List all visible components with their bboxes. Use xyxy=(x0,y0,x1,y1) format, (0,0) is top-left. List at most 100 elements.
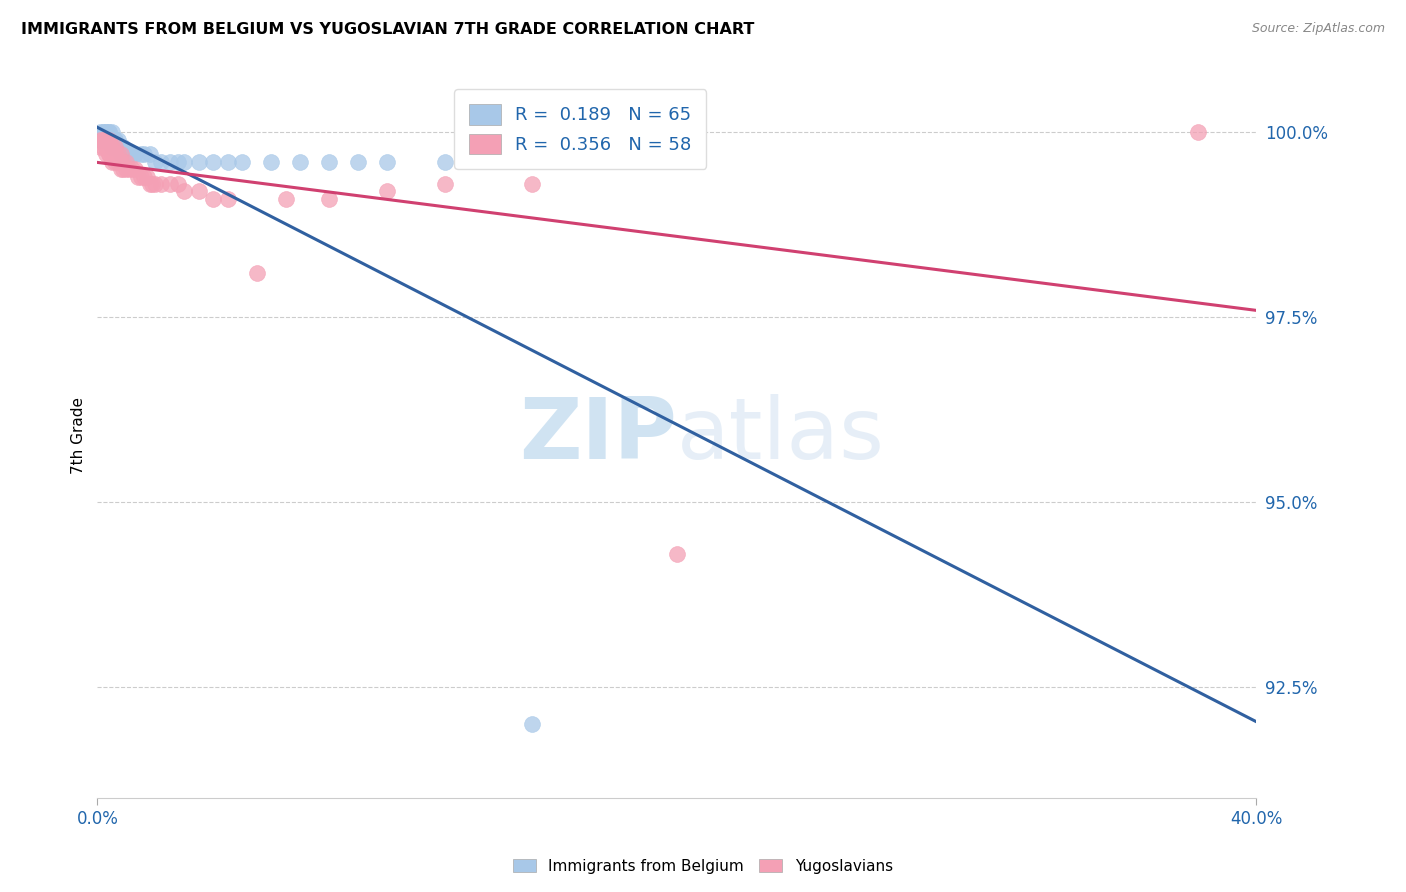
Point xyxy=(434,154,457,169)
Point xyxy=(138,177,160,191)
Point xyxy=(121,147,143,161)
Point xyxy=(97,132,120,146)
Point xyxy=(520,717,543,731)
Point xyxy=(375,154,398,169)
Point xyxy=(159,177,181,191)
Point xyxy=(94,125,117,139)
Point xyxy=(97,132,120,146)
Point xyxy=(129,147,152,161)
Point xyxy=(97,125,120,139)
Point xyxy=(173,185,195,199)
Point xyxy=(118,147,141,161)
Point xyxy=(97,140,120,154)
Point xyxy=(97,132,120,146)
Point xyxy=(104,132,127,146)
Point xyxy=(110,147,132,161)
Point xyxy=(107,132,129,146)
Point xyxy=(94,132,117,146)
Point xyxy=(217,154,239,169)
Point xyxy=(246,266,269,280)
Point xyxy=(104,132,127,146)
Point xyxy=(129,169,152,184)
Point xyxy=(124,162,146,177)
Point xyxy=(115,147,138,161)
Point xyxy=(110,147,132,161)
Point xyxy=(104,140,127,154)
Point xyxy=(143,154,166,169)
Point xyxy=(112,162,135,177)
Point xyxy=(112,154,135,169)
Point xyxy=(94,132,117,146)
Point xyxy=(101,140,124,154)
Point xyxy=(375,185,398,199)
Point xyxy=(91,132,114,146)
Point xyxy=(143,177,166,191)
Point xyxy=(107,154,129,169)
Y-axis label: 7th Grade: 7th Grade xyxy=(72,397,86,474)
Point xyxy=(101,140,124,154)
Point xyxy=(132,169,155,184)
Point xyxy=(94,140,117,154)
Point xyxy=(94,132,117,146)
Point xyxy=(150,177,173,191)
Point xyxy=(91,132,114,146)
Point xyxy=(159,154,181,169)
Point xyxy=(132,147,155,161)
Point xyxy=(97,140,120,154)
Point xyxy=(89,132,111,146)
Point xyxy=(101,132,124,146)
Point xyxy=(107,140,129,154)
Point xyxy=(91,132,114,146)
Point xyxy=(97,132,120,146)
Text: Source: ZipAtlas.com: Source: ZipAtlas.com xyxy=(1251,22,1385,36)
Point xyxy=(107,140,129,154)
Point xyxy=(91,132,114,146)
Point xyxy=(115,162,138,177)
Point xyxy=(434,177,457,191)
Point xyxy=(318,154,340,169)
Point xyxy=(665,547,688,561)
Point xyxy=(187,185,209,199)
Point xyxy=(104,147,127,161)
Point xyxy=(138,147,160,161)
Point xyxy=(202,192,225,206)
Point xyxy=(101,154,124,169)
Point xyxy=(97,147,120,161)
Point xyxy=(110,140,132,154)
Point xyxy=(112,147,135,161)
Point xyxy=(1187,125,1209,139)
Point xyxy=(127,169,149,184)
Point xyxy=(94,147,117,161)
Point xyxy=(91,140,114,154)
Point xyxy=(347,154,370,169)
Point xyxy=(101,132,124,146)
Text: atlas: atlas xyxy=(676,394,884,477)
Point xyxy=(290,154,312,169)
Point xyxy=(217,192,239,206)
Point xyxy=(104,147,127,161)
Point xyxy=(121,162,143,177)
Point xyxy=(89,125,111,139)
Point xyxy=(110,162,132,177)
Point xyxy=(231,154,253,169)
Point xyxy=(187,154,209,169)
Point xyxy=(101,140,124,154)
Point xyxy=(107,154,129,169)
Legend: R =  0.189   N = 65, R =  0.356   N = 58: R = 0.189 N = 65, R = 0.356 N = 58 xyxy=(454,89,706,169)
Point xyxy=(318,192,340,206)
Point xyxy=(101,132,124,146)
Point xyxy=(97,132,120,146)
Point xyxy=(124,147,146,161)
Legend: Immigrants from Belgium, Yugoslavians: Immigrants from Belgium, Yugoslavians xyxy=(508,853,898,880)
Point xyxy=(101,147,124,161)
Point xyxy=(167,177,190,191)
Point xyxy=(94,132,117,146)
Point xyxy=(101,125,124,139)
Point xyxy=(274,192,297,206)
Point xyxy=(115,147,138,161)
Point xyxy=(141,177,163,191)
Point xyxy=(112,140,135,154)
Point xyxy=(260,154,283,169)
Point xyxy=(94,132,117,146)
Point xyxy=(202,154,225,169)
